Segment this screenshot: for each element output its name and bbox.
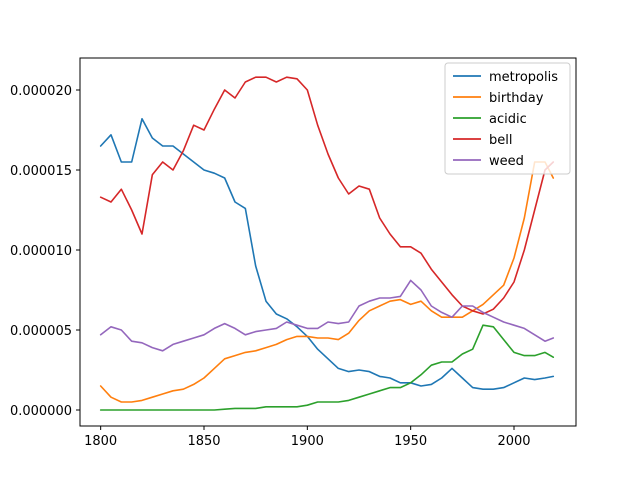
- y-tick-label: 0.000000: [10, 404, 72, 419]
- x-tick-label: 1850: [187, 434, 220, 449]
- y-tick-label: 0.000015: [10, 164, 72, 179]
- series-line-birthday: [99, 161, 555, 403]
- x-tick-label: 1800: [84, 434, 117, 449]
- y-tick-label: 0.000005: [10, 324, 72, 339]
- plot-lines: [99, 76, 555, 411]
- series-line-metropolis: [99, 118, 555, 391]
- y-tick-label: 0.000010: [10, 244, 72, 259]
- legend-label-metropolis: metropolis: [489, 70, 558, 85]
- series-line-weed: [99, 279, 555, 352]
- plot-border: [79, 57, 577, 427]
- series-line-acidic: [99, 324, 555, 411]
- legend-label-weed: weed: [489, 154, 524, 169]
- x-tick-label: 2000: [497, 434, 530, 449]
- y-axis: 0.000000 0.000005 0.000010 0.000015 0.000020: [10, 84, 80, 419]
- legend-label-birthday: birthday: [489, 91, 544, 106]
- x-axis: 1800 1850 1900 1950 2000: [84, 426, 531, 449]
- legend-label-bell: bell: [489, 133, 512, 148]
- y-tick-label: 0.000020: [10, 84, 72, 99]
- axes-frame: [79, 57, 577, 427]
- x-tick-label: 1900: [291, 434, 324, 449]
- legend: metropolis birthday acidic bell weed: [444, 62, 571, 175]
- legend-box: [444, 62, 571, 175]
- x-tick-label: 1950: [394, 434, 427, 449]
- legend-label-acidic: acidic: [489, 112, 527, 127]
- series-line-bell: [99, 76, 555, 315]
